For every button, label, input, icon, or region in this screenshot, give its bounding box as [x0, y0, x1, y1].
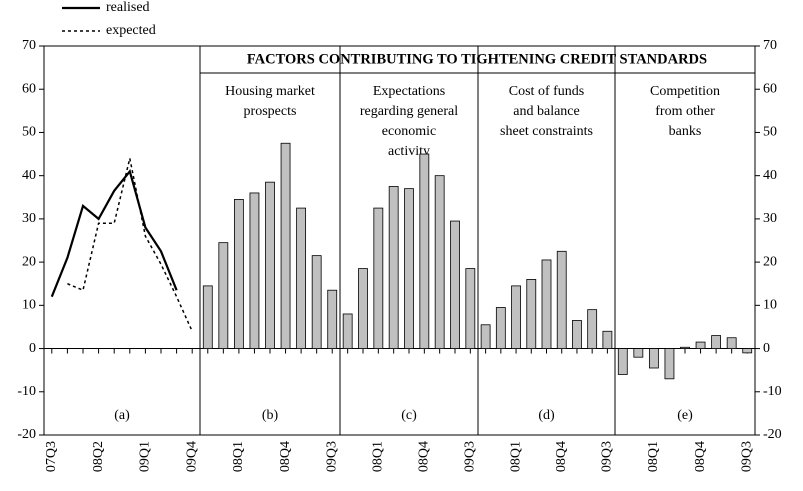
panel-subtitle: Expectations [373, 84, 445, 99]
bar [218, 242, 229, 349]
y-tick-label: -10 [17, 384, 36, 399]
bar [358, 268, 368, 349]
x-tick-label: 08Q2 [91, 441, 106, 472]
bar [695, 341, 706, 349]
y-tick-label: 30 [22, 211, 36, 226]
bar [587, 309, 598, 349]
panel-subtitle: Cost of funds [509, 84, 584, 99]
bar [742, 348, 753, 354]
y2-tick-label: 40 [763, 168, 777, 183]
bar [450, 220, 460, 349]
x-tick-label: 09Q3 [739, 441, 754, 472]
bar [648, 348, 659, 369]
x-tick-label: 08Q1 [508, 441, 523, 472]
bar [434, 175, 445, 349]
bar [233, 199, 244, 349]
panel-subtitle: regarding general [360, 104, 458, 119]
x-tick-label: 08Q4 [554, 441, 569, 472]
x-tick-label: 08Q4 [278, 441, 293, 472]
bar [265, 181, 275, 349]
y-tick-label: 70 [22, 38, 36, 53]
bar [342, 313, 353, 349]
panel-label: (d) [538, 408, 555, 423]
bar [572, 320, 582, 349]
bar [404, 188, 414, 349]
panel-subtitle: prospects [244, 104, 297, 119]
panel-subtitle: banks [669, 124, 702, 139]
x-tick-label: 09Q4 [184, 441, 199, 472]
bar [480, 324, 491, 349]
bar [541, 259, 552, 349]
x-tick-label: 08Q4 [693, 441, 708, 472]
x-tick-label: 08Q1 [231, 441, 246, 472]
y-tick-label: 60 [22, 81, 36, 96]
bar [280, 142, 291, 349]
bar [419, 153, 430, 349]
bar [680, 346, 690, 349]
bar [327, 289, 338, 349]
y2-tick-label: -20 [763, 427, 782, 442]
y-tick-label: 40 [22, 168, 36, 183]
y2-tick-label: 70 [763, 38, 777, 53]
x-tick-label: 08Q4 [417, 441, 432, 472]
x-tick-label: 07Q3 [44, 441, 59, 472]
y2-tick-label: 30 [763, 211, 777, 226]
bar [388, 186, 399, 349]
y2-tick-label: 20 [763, 254, 777, 269]
bar [556, 250, 567, 349]
y-tick-label: 50 [22, 125, 36, 140]
x-tick-label: 09Q3 [463, 441, 478, 472]
bar [202, 285, 213, 349]
panel-subtitle: economic [382, 124, 436, 139]
y-tick-label: 20 [22, 254, 36, 269]
panel-subtitle: sheet constraints [500, 124, 593, 139]
bar [633, 348, 644, 358]
x-tick-label: 09Q3 [324, 441, 339, 472]
x-tick-label: 09Q3 [600, 441, 615, 472]
y2-tick-label: 60 [763, 81, 777, 96]
panel-label: (c) [401, 408, 417, 423]
y-tick-label: 0 [29, 341, 36, 356]
bar [249, 192, 260, 349]
bar [465, 268, 476, 349]
heading: FACTORS CONTRIBUTING TO TIGHTENING CREDI… [247, 51, 707, 67]
panel-subtitle: from other [655, 104, 715, 119]
series-line [50, 168, 178, 298]
x-tick-label: 08Q1 [371, 441, 386, 472]
panel-label: (b) [262, 408, 279, 423]
bar [296, 207, 307, 349]
panel-subtitle: Housing market [225, 84, 315, 99]
panel-label: (e) [677, 408, 693, 423]
y2-tick-label: 50 [763, 125, 777, 140]
bar [602, 330, 613, 349]
y-tick-label: -20 [17, 427, 36, 442]
x-tick-label: 09Q1 [138, 441, 153, 472]
bar [373, 207, 384, 349]
bar [711, 335, 722, 349]
panel-subtitle: and balance [513, 104, 579, 119]
y2-tick-label: 10 [763, 298, 777, 313]
bar [726, 337, 737, 349]
legend-label: realised [106, 0, 150, 15]
series-line [67, 158, 193, 332]
y-tick-label: 10 [22, 298, 36, 313]
x-tick-label: 08Q1 [646, 441, 661, 472]
y2-tick-label: 0 [763, 341, 770, 356]
panel-subtitle: Competition [650, 84, 720, 99]
y2-tick-label: -10 [763, 384, 782, 399]
bar [664, 348, 675, 380]
legend-label: expected [106, 23, 156, 38]
bar [511, 285, 521, 349]
panel-label: (a) [114, 408, 130, 423]
plot-frame [43, 45, 756, 436]
bar [495, 307, 506, 349]
bar [526, 278, 537, 349]
bar [311, 255, 322, 349]
bar [617, 348, 628, 375]
